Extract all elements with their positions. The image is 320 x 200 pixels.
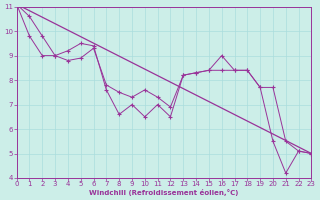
X-axis label: Windchill (Refroidissement éolien,°C): Windchill (Refroidissement éolien,°C) (89, 189, 239, 196)
